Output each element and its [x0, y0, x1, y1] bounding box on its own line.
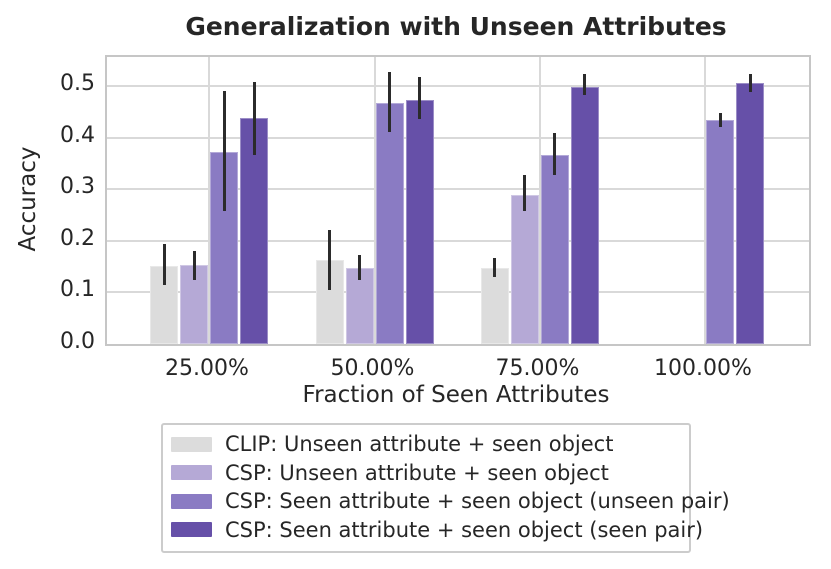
bar [345, 268, 374, 344]
v-gridline [373, 57, 376, 344]
x-tick-label: 50.00% [330, 356, 415, 381]
error-bar [718, 112, 722, 128]
legend-swatch [171, 465, 212, 481]
bar [480, 268, 509, 344]
legend-label: CSP: Seen attribute + seen object (seen … [225, 517, 704, 542]
h-gridline [107, 136, 809, 139]
legend-item: CLIP: Unseen attribute + seen object [163, 430, 689, 459]
x-axis-label: Fraction of Seen Attributes [302, 382, 610, 408]
x-tick-label: 100.00% [654, 356, 752, 381]
v-gridline [538, 57, 541, 344]
plot-area [105, 55, 811, 346]
error-bar [388, 71, 391, 133]
y-tick-label: 0.3 [60, 174, 95, 200]
error-bar [583, 73, 586, 95]
error-bar [358, 255, 361, 281]
y-tick-label: 0.5 [60, 70, 95, 96]
h-gridline [107, 291, 809, 294]
bar [570, 86, 599, 344]
error-bar [418, 77, 421, 119]
legend-swatch [171, 436, 212, 452]
chart-title: Generalization with Unseen Attributes [185, 12, 727, 41]
legend-swatch [171, 493, 212, 509]
bar [405, 99, 434, 344]
bar [240, 118, 268, 344]
error-bar [162, 244, 166, 286]
legend-label: CLIP: Unseen attribute + seen object [225, 432, 614, 457]
y-tick-label: 0.2 [60, 225, 95, 251]
y-tick-label: 0.0 [60, 329, 95, 354]
y-tick-label: 0.4 [60, 122, 95, 148]
legend-swatch [171, 522, 212, 538]
x-tick-label: 75.00% [495, 356, 580, 381]
error-bar [192, 250, 196, 280]
legend-item: CSP: Seen attribute + seen object (unsee… [163, 487, 730, 516]
h-gridline [107, 239, 809, 242]
error-bar [553, 133, 556, 175]
bar [540, 155, 569, 344]
error-bar [328, 230, 331, 291]
bar [736, 83, 764, 344]
y-tick-label: 0.1 [60, 277, 95, 303]
legend-label: CSP: Unseen attribute + seen object [225, 460, 609, 485]
h-gridline [107, 84, 809, 87]
bar [510, 194, 539, 344]
bar [375, 103, 404, 344]
x-tick-label: 25.00% [165, 356, 249, 381]
error-bar [252, 81, 256, 156]
legend-item: CSP: Seen attribute + seen object (seen … [163, 516, 703, 545]
legend-label: CSP: Seen attribute + seen object (unsee… [225, 489, 730, 514]
bar [706, 120, 734, 344]
legend-item: CSP: Unseen attribute + seen object [163, 459, 689, 488]
legend: CLIP: Unseen attribute + seen object CSP:… [161, 423, 730, 553]
error-bar [222, 91, 226, 212]
error-bar [523, 175, 526, 212]
error-bar [493, 258, 496, 277]
v-gridline [704, 57, 706, 344]
v-gridline [208, 57, 210, 344]
error-bar [748, 74, 752, 92]
h-gridline [107, 188, 809, 191]
